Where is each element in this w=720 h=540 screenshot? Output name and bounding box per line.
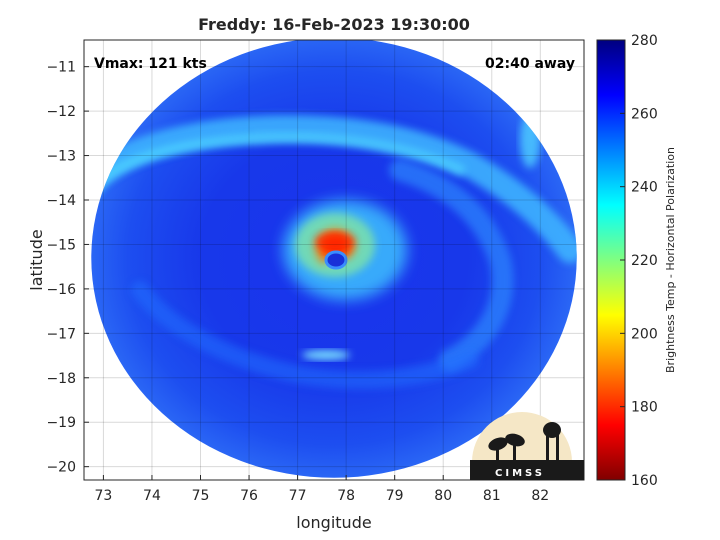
eye [324, 250, 348, 270]
logo-text: CIMSS [495, 468, 545, 479]
y-tick-label: −17 [46, 326, 76, 342]
logo-dish-right [505, 433, 525, 447]
x-tick-label: 80 [434, 488, 452, 504]
eyewall-red-core [315, 232, 355, 252]
inner-rainband [389, 159, 514, 371]
x-tick-label: 76 [240, 488, 258, 504]
x-tick-label: 73 [95, 488, 113, 504]
cold-cloud-streak [302, 350, 350, 360]
y-tick-label: −15 [46, 237, 76, 253]
colorbar-label: Brightness Temp - Horizontal Polarizatio… [664, 147, 677, 373]
colorbar-tick-label: 220 [631, 253, 658, 269]
logo-dish-left [488, 437, 508, 451]
colorbar-tick-label: 260 [631, 106, 658, 122]
chart-title: Freddy: 16-Feb-2023 19:30:00 [198, 15, 470, 34]
x-tick-label: 79 [386, 488, 404, 504]
x-axis-label: longitude [296, 513, 371, 532]
colorbar: 280 260 240 220 200 180 160 Brightness Temp - … [596, 33, 677, 489]
y-tick-label: −18 [46, 371, 76, 387]
outer-rainband [91, 114, 577, 263]
outer-rainband-core [91, 132, 465, 190]
colorbar-tick-label: 160 [631, 473, 658, 489]
x-tick-label: 78 [337, 488, 355, 504]
y-tick-label: −14 [46, 193, 76, 209]
time-offset-annotation: 02:40 away [485, 56, 575, 72]
y-tick-label: −12 [46, 104, 76, 120]
x-tick-label: 77 [289, 488, 307, 504]
colorbar-tick-label: 240 [631, 180, 658, 196]
vmax-annotation: Vmax: 121 kts [94, 56, 207, 72]
y-tick-label: −16 [46, 282, 76, 298]
logo-water-tower [543, 422, 561, 438]
y-tick-label: −13 [46, 149, 76, 165]
colorbar-tick-label: 280 [631, 33, 658, 49]
axes-frame [83, 39, 585, 481]
x-tick-label: 82 [531, 488, 549, 504]
colorbar-tick-label: 180 [631, 400, 658, 416]
logo-ground [470, 460, 584, 480]
y-axis-label: latitude [27, 229, 46, 290]
x-tick-label: 74 [143, 488, 161, 504]
y-tick-label: −11 [46, 60, 76, 76]
grid-lines [84, 40, 584, 480]
x-tick-label: 81 [483, 488, 501, 504]
colorbar-tick-label: 200 [631, 326, 658, 342]
microwave-swath [91, 40, 577, 478]
y-tick-label: −19 [46, 415, 76, 431]
x-tick-label: 75 [192, 488, 210, 504]
colorbar-ticks: 280 260 240 220 200 180 160 [620, 33, 658, 489]
southern-band [131, 281, 479, 389]
cimss-logo: CIMSS [470, 412, 584, 480]
y-tick-label: −20 [46, 460, 76, 476]
x-axis-ticks: 73 74 75 76 77 78 79 80 81 82 [95, 475, 549, 504]
y-axis-ticks: −11 −12 −13 −14 −15 −16 −17 −18 −19 −20 [46, 60, 89, 476]
